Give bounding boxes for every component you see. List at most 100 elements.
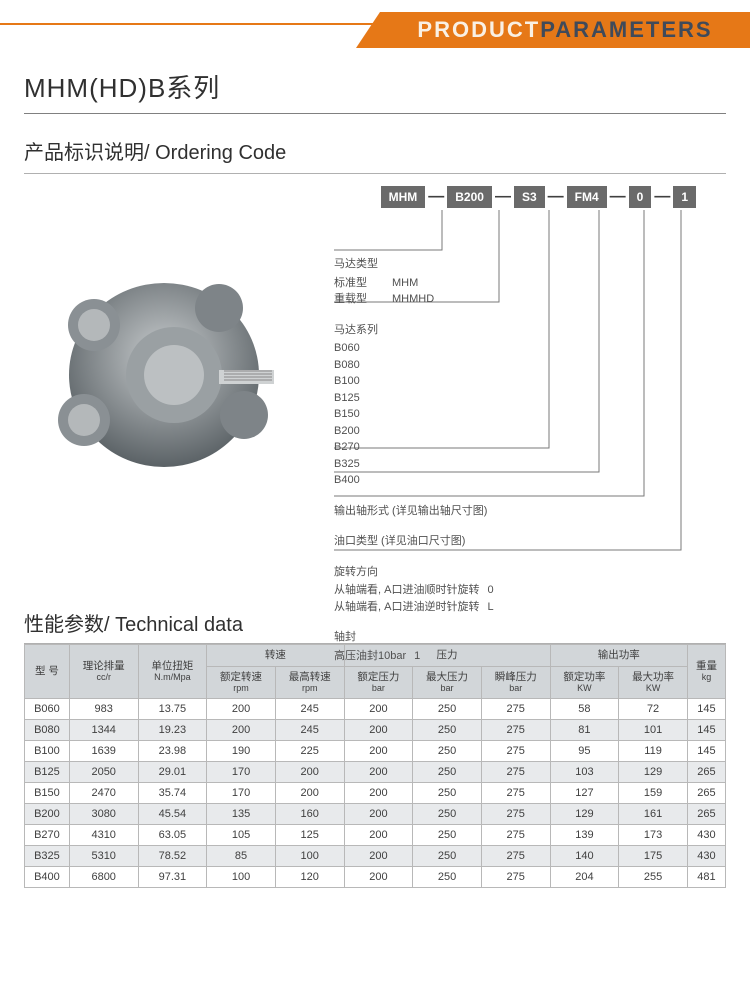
table-cell: 245 <box>275 698 344 719</box>
table-cell: B325 <box>25 845 70 866</box>
legend-row: B060 <box>334 340 494 357</box>
table-cell: 250 <box>413 719 482 740</box>
table-cell: 983 <box>69 698 138 719</box>
table-cell: B400 <box>25 866 70 887</box>
table-cell: 2050 <box>69 761 138 782</box>
table-cell: 275 <box>481 761 550 782</box>
legend-label: 轴封 <box>334 629 494 646</box>
legend-group: 轴封高压油封10bar 1 <box>334 629 494 664</box>
legend-text: B325 <box>334 456 384 473</box>
table-cell: 275 <box>481 824 550 845</box>
table-cell: 250 <box>413 803 482 824</box>
table-cell: 129 <box>550 803 619 824</box>
legend-row: 油口类型 (详见油口尺寸图) <box>334 533 494 550</box>
legend-text: 从轴端看, A口进油逆时针旋转 <box>334 599 479 616</box>
tech-table: 型 号 理论排量cc/r 单位扭矩N.m/Mpa 转速 压力 输出功率 重量kg… <box>24 644 726 888</box>
table-cell: 200 <box>344 698 413 719</box>
ordering-diagram: MHM — B200 — S3 — FM4 — 0 — 1 马达类型标准型MHM… <box>24 190 726 600</box>
table-cell: 145 <box>687 719 725 740</box>
th-torque: 单位扭矩N.m/Mpa <box>138 645 207 699</box>
table-cell: 35.74 <box>138 782 207 803</box>
table-cell: 100 <box>275 845 344 866</box>
table-cell: 6800 <box>69 866 138 887</box>
table-cell: 200 <box>207 719 276 740</box>
legend-text: 标准型 <box>334 275 384 292</box>
legend-value: MHMHD <box>392 293 434 305</box>
legend-value: L <box>487 601 493 613</box>
legend-text: 从轴端看, A口进油顺时针旋转 <box>334 582 479 599</box>
table-row: B150247035.74170200200250275127159265 <box>25 782 726 803</box>
table-row: B100163923.9819022520025027595119145 <box>25 740 726 761</box>
table-cell: 95 <box>550 740 619 761</box>
legend-text: B200 <box>334 423 384 440</box>
table-cell: 1639 <box>69 740 138 761</box>
legend-value: 1 <box>414 650 420 662</box>
table-cell: 200 <box>207 698 276 719</box>
legend-text: B125 <box>334 390 384 407</box>
table-row: B400680097.31100120200250275204255481 <box>25 866 726 887</box>
table-cell: 190 <box>207 740 276 761</box>
legend-row: 高压油封10bar 1 <box>334 648 494 665</box>
legend-group: 旋转方向从轴端看, A口进油顺时针旋转0从轴端看, A口进油逆时针旋转L <box>334 564 494 616</box>
table-cell: 200 <box>344 761 413 782</box>
table-row: B200308045.54135160200250275129161265 <box>25 803 726 824</box>
table-cell: 81 <box>550 719 619 740</box>
table-cell: 125 <box>275 824 344 845</box>
table-cell: 250 <box>413 698 482 719</box>
legend-row: B080 <box>334 357 494 374</box>
table-cell: B125 <box>25 761 70 782</box>
table-cell: 250 <box>413 782 482 803</box>
legend-row: B325 <box>334 456 494 473</box>
table-cell: 103 <box>550 761 619 782</box>
table-cell: 78.52 <box>138 845 207 866</box>
table-cell: 200 <box>275 761 344 782</box>
ordering-title: 产品标识说明/ Ordering Code <box>0 136 750 173</box>
table-row: B325531078.5285100200250275140175430 <box>25 845 726 866</box>
table-cell: 170 <box>207 782 276 803</box>
code-box: 0 <box>629 186 652 208</box>
dash: — <box>428 188 444 206</box>
banner: PRODUCT PARAMETERS <box>0 0 750 52</box>
table-cell: 275 <box>481 866 550 887</box>
table-row: B125205029.01170200200250275103129265 <box>25 761 726 782</box>
dash: — <box>495 188 511 206</box>
th-speed-group: 转速 <box>207 645 344 667</box>
table-cell: 145 <box>687 698 725 719</box>
table-cell: 160 <box>275 803 344 824</box>
table-cell: 101 <box>619 719 688 740</box>
table-cell: 72 <box>619 698 688 719</box>
table-cell: 275 <box>481 782 550 803</box>
table-cell: 100 <box>207 866 276 887</box>
legend-row: B100 <box>334 373 494 390</box>
table-cell: 265 <box>687 803 725 824</box>
divider <box>24 173 726 174</box>
legend-group: 输出轴形式 (详见输出轴尺寸图) <box>334 503 494 520</box>
table-cell: 105 <box>207 824 276 845</box>
divider <box>24 113 726 114</box>
table-cell: B080 <box>25 719 70 740</box>
legend-text: B060 <box>334 340 384 357</box>
table-cell: 200 <box>344 824 413 845</box>
legend-label: 马达类型 <box>334 256 494 273</box>
table-cell: 13.75 <box>138 698 207 719</box>
table-cell: 250 <box>413 824 482 845</box>
table-cell: 135 <box>207 803 276 824</box>
legend-group: 马达类型标准型MHM重载型MHMHD <box>334 256 494 308</box>
table-cell: 200 <box>344 782 413 803</box>
table-cell: 245 <box>275 719 344 740</box>
table-cell: 175 <box>619 845 688 866</box>
legend-group: 油口类型 (详见油口尺寸图) <box>334 533 494 550</box>
table-cell: 145 <box>687 740 725 761</box>
table-cell: 481 <box>687 866 725 887</box>
legend-text: B080 <box>334 357 384 374</box>
table-cell: 275 <box>481 803 550 824</box>
code-box: FM4 <box>567 186 607 208</box>
legend-text: B150 <box>334 406 384 423</box>
banner-tab: PRODUCT PARAMETERS <box>380 12 750 48</box>
th-pw-rated: 额定功率KW <box>550 666 619 698</box>
table-cell: 3080 <box>69 803 138 824</box>
table-cell: 4310 <box>69 824 138 845</box>
table-cell: 255 <box>619 866 688 887</box>
legend-text: 高压油封10bar <box>334 648 406 665</box>
table-cell: 1344 <box>69 719 138 740</box>
